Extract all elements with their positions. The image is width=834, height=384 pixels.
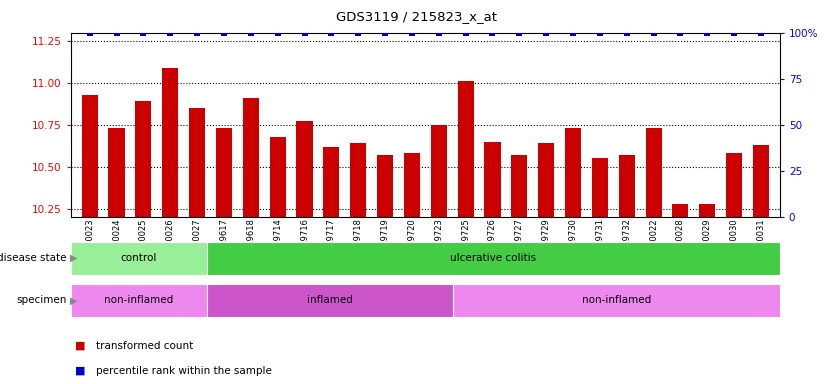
Text: disease state: disease state bbox=[0, 253, 67, 263]
Point bbox=[513, 30, 526, 36]
Point bbox=[298, 30, 311, 36]
Bar bbox=[216, 128, 232, 217]
Point bbox=[620, 30, 633, 36]
Bar bbox=[753, 145, 769, 217]
Point bbox=[83, 30, 97, 36]
Bar bbox=[71, 242, 207, 275]
Bar bbox=[430, 125, 447, 217]
Point bbox=[218, 30, 231, 36]
Bar bbox=[511, 155, 527, 217]
Point bbox=[405, 30, 419, 36]
Point bbox=[674, 30, 687, 36]
Bar bbox=[350, 143, 366, 217]
Point bbox=[190, 30, 203, 36]
Text: percentile rank within the sample: percentile rank within the sample bbox=[96, 366, 272, 376]
Point bbox=[244, 30, 258, 36]
Point bbox=[379, 30, 392, 36]
Point bbox=[110, 30, 123, 36]
Point bbox=[701, 30, 714, 36]
Point bbox=[163, 30, 177, 36]
Bar bbox=[269, 137, 286, 217]
Point bbox=[485, 30, 499, 36]
Bar bbox=[207, 242, 780, 275]
Point bbox=[137, 30, 150, 36]
Bar bbox=[162, 68, 178, 217]
Bar bbox=[207, 284, 453, 317]
Bar bbox=[538, 143, 555, 217]
Text: control: control bbox=[121, 253, 158, 263]
Point bbox=[459, 30, 472, 36]
Bar bbox=[243, 98, 259, 217]
Bar bbox=[453, 284, 780, 317]
Text: GDS3119 / 215823_x_at: GDS3119 / 215823_x_at bbox=[336, 10, 498, 23]
Text: non-inflamed: non-inflamed bbox=[104, 295, 173, 306]
Bar bbox=[135, 101, 152, 217]
Bar bbox=[324, 147, 339, 217]
Text: inflamed: inflamed bbox=[307, 295, 353, 306]
Bar bbox=[377, 155, 393, 217]
Text: ▶: ▶ bbox=[70, 295, 78, 306]
Point bbox=[566, 30, 580, 36]
Text: ▶: ▶ bbox=[70, 253, 78, 263]
Bar bbox=[485, 142, 500, 217]
Bar bbox=[82, 94, 98, 217]
Point bbox=[727, 30, 741, 36]
Bar bbox=[404, 153, 420, 217]
Text: specimen: specimen bbox=[17, 295, 67, 306]
Bar bbox=[71, 284, 207, 317]
Bar bbox=[699, 204, 716, 217]
Bar bbox=[189, 108, 205, 217]
Bar bbox=[108, 128, 124, 217]
Text: ■: ■ bbox=[75, 341, 86, 351]
Point bbox=[271, 30, 284, 36]
Text: non-inflamed: non-inflamed bbox=[581, 295, 651, 306]
Bar bbox=[672, 204, 689, 217]
Point bbox=[593, 30, 606, 36]
Point bbox=[647, 30, 661, 36]
Text: ulcerative colitis: ulcerative colitis bbox=[450, 253, 536, 263]
Bar bbox=[565, 128, 581, 217]
Bar bbox=[619, 155, 635, 217]
Point bbox=[432, 30, 445, 36]
Point bbox=[324, 30, 338, 36]
Bar bbox=[592, 158, 608, 217]
Point bbox=[754, 30, 767, 36]
Point bbox=[540, 30, 553, 36]
Bar bbox=[646, 128, 661, 217]
Point bbox=[352, 30, 365, 36]
Bar bbox=[296, 121, 313, 217]
Bar bbox=[458, 81, 474, 217]
Text: transformed count: transformed count bbox=[96, 341, 193, 351]
Text: ■: ■ bbox=[75, 366, 86, 376]
Bar bbox=[726, 153, 742, 217]
